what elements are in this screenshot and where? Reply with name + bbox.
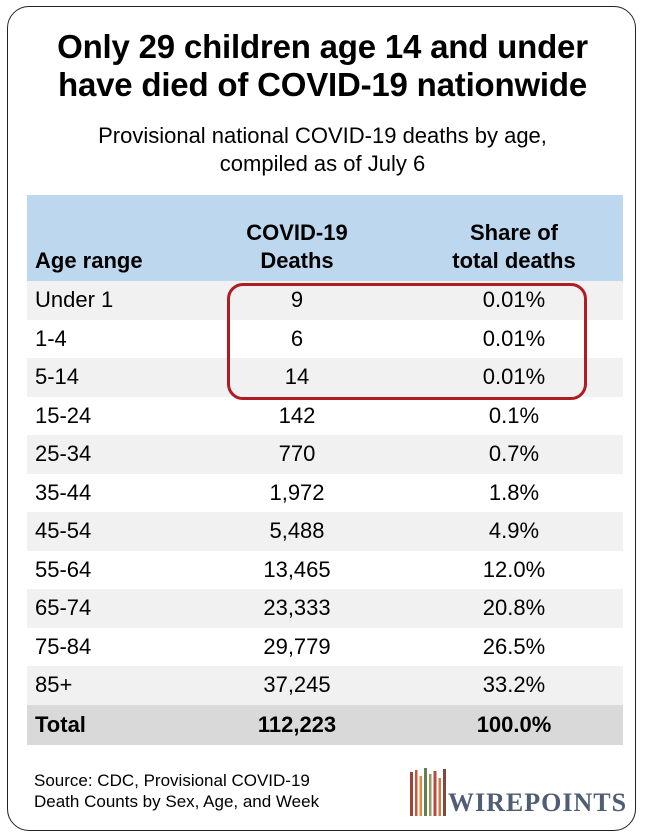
cell-deaths: 37,245 <box>263 672 331 697</box>
cell-deaths: 142 <box>278 402 316 428</box>
cell-deaths: 29,779 <box>263 633 331 659</box>
cell-deaths: 6 <box>290 325 304 351</box>
cell-age: 45-54 <box>35 518 92 543</box>
header-deaths-line-2: Deaths <box>260 248 334 273</box>
cell-share: 0.7% <box>488 441 540 466</box>
cell-deaths: 770 <box>278 441 316 466</box>
table-row: 85+ 37,245 33.2% <box>27 666 623 705</box>
source-line-1: Source: CDC, Provisional COVID-19 <box>34 771 310 790</box>
table-row: 25-34 770 0.7% <box>27 435 623 474</box>
cell-age: 65-74 <box>35 595 92 620</box>
title-line-2: have died of COVID-19 nationwide <box>57 66 587 103</box>
subtitle-line-2: compiled as of July 6 <box>219 151 426 176</box>
total-share: 100.0% <box>476 711 552 737</box>
cell-share: 20.8% <box>482 595 546 620</box>
header-deaths-line-1: COVID-19 <box>246 220 348 245</box>
total-deaths: 112,223 <box>257 711 337 737</box>
cell-age: 85+ <box>35 672 73 697</box>
cell-share: 4.9% <box>488 518 540 543</box>
cell-share: 12.0% <box>482 556 546 582</box>
total-row: Total 112,223 100.0% <box>27 704 623 745</box>
cell-share: 33.2% <box>482 672 546 697</box>
cell-deaths: 14 <box>284 364 310 389</box>
table-row: 75-84 29,779 26.5% <box>27 628 623 667</box>
chart-subtitle: Provisional national COVID-19 deaths by … <box>0 122 645 178</box>
cell-age: Under 1 <box>35 287 114 312</box>
cell-share: 0.01% <box>482 364 546 389</box>
table-row: 35-44 1,972 1.8% <box>27 474 623 513</box>
cell-age: 1-4 <box>35 325 67 351</box>
table-row: 55-64 13,465 12.0% <box>27 551 623 590</box>
cell-share: 1.8% <box>488 479 540 505</box>
title-line-1: Only 29 children age 14 and under <box>57 28 588 65</box>
header-age-range: Age range <box>35 248 143 273</box>
table-row: Under 1 9 0.01% <box>27 281 623 320</box>
source-line-2: Death Counts by Sex, Age, and Week <box>34 792 320 811</box>
wirepoints-logo: WIREPOINTS <box>408 766 626 820</box>
total-label: Total <box>35 711 86 737</box>
cell-age: 5-14 <box>35 364 80 389</box>
cell-deaths: 9 <box>290 287 304 312</box>
header-share-line-1: Share of <box>469 220 559 245</box>
cell-share: 26.5% <box>482 633 546 659</box>
subtitle-line-1: Provisional national COVID-19 deaths by … <box>98 123 547 148</box>
table-row: 45-54 5,488 4.9% <box>27 512 623 551</box>
cell-share: 0.01% <box>482 287 546 312</box>
header-share-line-2: total deaths <box>452 248 576 273</box>
wirepoints-logo-icon <box>410 768 446 816</box>
cell-age: 35-44 <box>35 479 92 505</box>
cell-deaths: 13,465 <box>263 556 331 582</box>
header-share: Share of total deaths <box>411 219 617 275</box>
table-row: 65-74 23,333 20.8% <box>27 589 623 628</box>
cell-deaths: 1,972 <box>269 479 325 505</box>
cell-share: 0.1% <box>488 402 540 428</box>
cell-age: 75-84 <box>35 633 92 659</box>
cell-share: 0.01% <box>482 325 546 351</box>
children-highlight-box <box>227 283 587 400</box>
source-note: Source: CDC, Provisional COVID-19 Death … <box>34 770 319 812</box>
table-row: 1-4 6 0.01% <box>27 320 623 359</box>
table-row: 15-24 142 0.1% <box>27 397 623 436</box>
cell-deaths: 5,488 <box>269 518 325 543</box>
cell-age: 55-64 <box>35 556 92 582</box>
table-row: 5-14 14 0.01% <box>27 358 623 397</box>
table-header: Age range COVID-19 Deaths Share of total… <box>27 195 623 281</box>
chart-title: Only 29 children age 14 and under have d… <box>0 28 645 104</box>
deaths-table: Age range COVID-19 Deaths Share of total… <box>27 195 623 745</box>
cell-deaths: 23,333 <box>263 595 331 620</box>
cell-age: 15-24 <box>35 402 92 428</box>
logo-text: WIREPOINTS <box>448 788 628 817</box>
header-deaths: COVID-19 Deaths <box>207 219 387 275</box>
cell-age: 25-34 <box>35 441 92 466</box>
